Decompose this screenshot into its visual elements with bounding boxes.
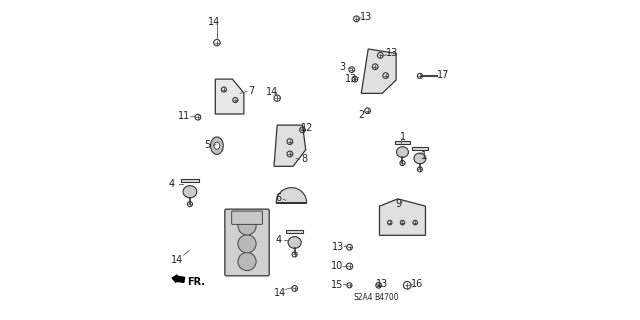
- Text: 1: 1: [400, 132, 406, 142]
- FancyBboxPatch shape: [225, 209, 269, 276]
- Text: 9: 9: [396, 199, 402, 209]
- Text: 10: 10: [331, 261, 343, 271]
- Ellipse shape: [183, 186, 197, 198]
- Circle shape: [238, 235, 256, 253]
- Text: B4700: B4700: [374, 292, 399, 301]
- Polygon shape: [361, 49, 396, 93]
- Text: 1: 1: [421, 151, 427, 161]
- Text: 13: 13: [386, 48, 398, 58]
- Text: 15: 15: [331, 280, 343, 290]
- Ellipse shape: [214, 142, 220, 149]
- Text: 6: 6: [275, 193, 281, 203]
- Circle shape: [238, 217, 256, 235]
- Text: 14: 14: [207, 17, 220, 27]
- FancyBboxPatch shape: [412, 147, 428, 150]
- Text: S2A4: S2A4: [354, 292, 374, 301]
- Circle shape: [238, 252, 256, 271]
- Polygon shape: [380, 199, 426, 235]
- FancyBboxPatch shape: [286, 230, 303, 233]
- Ellipse shape: [211, 137, 223, 155]
- Text: 17: 17: [436, 70, 449, 80]
- Text: 4: 4: [168, 179, 175, 189]
- Text: 13: 13: [376, 279, 388, 289]
- Text: 5: 5: [204, 140, 211, 150]
- Ellipse shape: [288, 236, 301, 248]
- Text: 11: 11: [178, 111, 190, 121]
- Text: 16: 16: [411, 279, 423, 289]
- FancyBboxPatch shape: [180, 179, 199, 182]
- Text: 4: 4: [275, 235, 281, 245]
- FancyArrow shape: [172, 275, 184, 283]
- Text: 12: 12: [301, 123, 314, 133]
- FancyBboxPatch shape: [232, 211, 262, 224]
- Text: FR.: FR.: [188, 277, 205, 287]
- Polygon shape: [276, 188, 307, 203]
- Text: 13: 13: [332, 242, 344, 252]
- Text: 2: 2: [359, 110, 365, 120]
- Ellipse shape: [414, 153, 426, 164]
- FancyBboxPatch shape: [394, 141, 410, 144]
- Polygon shape: [274, 125, 306, 166]
- Ellipse shape: [397, 147, 408, 157]
- Text: 14: 14: [266, 87, 278, 97]
- Text: 8: 8: [301, 154, 307, 164]
- Text: 13: 13: [345, 74, 357, 84]
- Text: 13: 13: [360, 12, 372, 22]
- Text: 14: 14: [170, 255, 183, 265]
- Text: 14: 14: [274, 288, 287, 298]
- Text: 7: 7: [248, 86, 254, 96]
- Polygon shape: [215, 79, 244, 114]
- Text: 3: 3: [340, 62, 346, 72]
